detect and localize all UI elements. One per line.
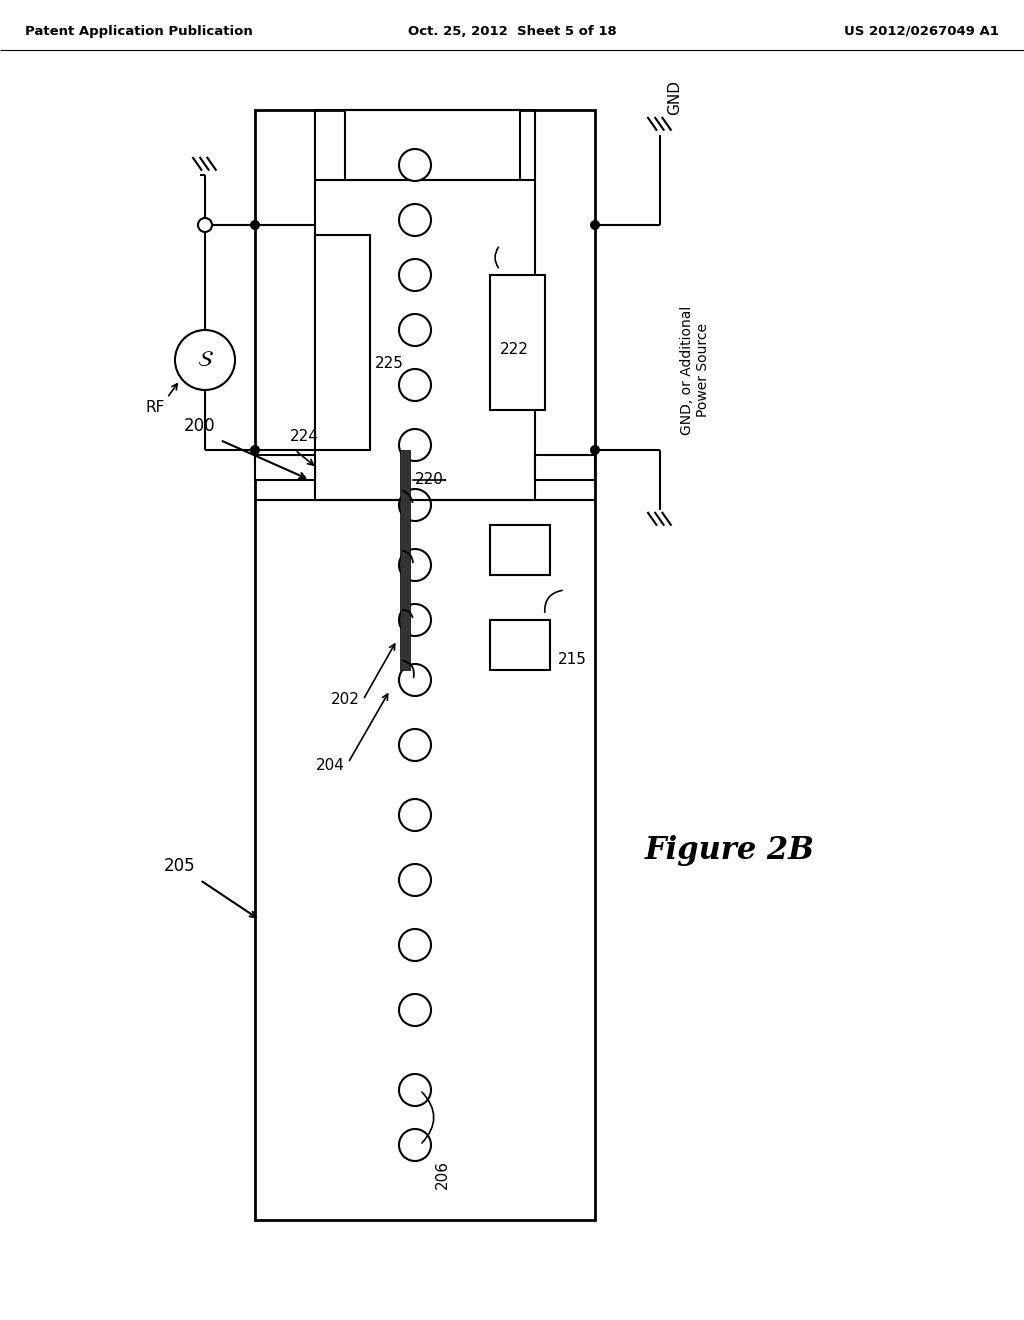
Text: 222: 222 [500,342,528,356]
Circle shape [399,488,431,521]
FancyArrowPatch shape [495,247,499,268]
Bar [255,110,595,1220]
Circle shape [399,1129,431,1162]
Circle shape [399,664,431,696]
Text: 224: 224 [290,429,318,444]
FancyArrowPatch shape [422,1092,434,1143]
Circle shape [250,445,260,455]
Circle shape [590,220,600,230]
Circle shape [399,729,431,762]
Circle shape [399,370,431,401]
Text: GND: GND [668,81,683,115]
Text: 215: 215 [558,652,587,668]
Text: $\mathcal{S}$: $\mathcal{S}$ [197,350,213,370]
Circle shape [399,605,431,636]
Bar [535,455,595,480]
Circle shape [399,205,431,236]
Circle shape [590,445,600,455]
Circle shape [198,218,212,232]
FancyArrowPatch shape [402,660,414,677]
Circle shape [399,429,431,461]
Text: RF: RF [145,400,165,414]
Circle shape [399,929,431,961]
FancyArrowPatch shape [402,550,413,562]
Bar [490,275,545,411]
Circle shape [250,220,260,230]
FancyArrowPatch shape [402,610,413,618]
Circle shape [399,149,431,181]
FancyArrowPatch shape [545,590,562,612]
Text: Oct. 25, 2012  Sheet 5 of 18: Oct. 25, 2012 Sheet 5 of 18 [408,25,616,38]
Text: Figure 2B: Figure 2B [645,834,815,866]
Circle shape [399,314,431,346]
Text: 220: 220 [415,473,443,487]
Text: 205: 205 [164,857,195,875]
Bar [315,235,370,450]
Bar [490,620,550,671]
Text: GND, or Additional
Power Source: GND, or Additional Power Source [680,305,711,434]
Text: 225: 225 [375,356,403,371]
Text: US 2012/0267049 A1: US 2012/0267049 A1 [844,25,999,38]
Text: 206: 206 [435,1160,450,1189]
Bar [255,455,315,480]
Circle shape [175,330,234,389]
Circle shape [399,259,431,290]
Bar [490,525,550,576]
Circle shape [399,799,431,832]
Bar [400,450,410,671]
Circle shape [399,549,431,581]
Text: 204: 204 [316,758,345,772]
Text: Patent Application Publication: Patent Application Publication [25,25,253,38]
Bar [345,110,520,180]
FancyArrowPatch shape [402,491,413,503]
Circle shape [399,865,431,896]
Circle shape [399,994,431,1026]
Text: 202: 202 [331,693,360,708]
Text: 200: 200 [183,417,215,436]
Circle shape [399,1074,431,1106]
